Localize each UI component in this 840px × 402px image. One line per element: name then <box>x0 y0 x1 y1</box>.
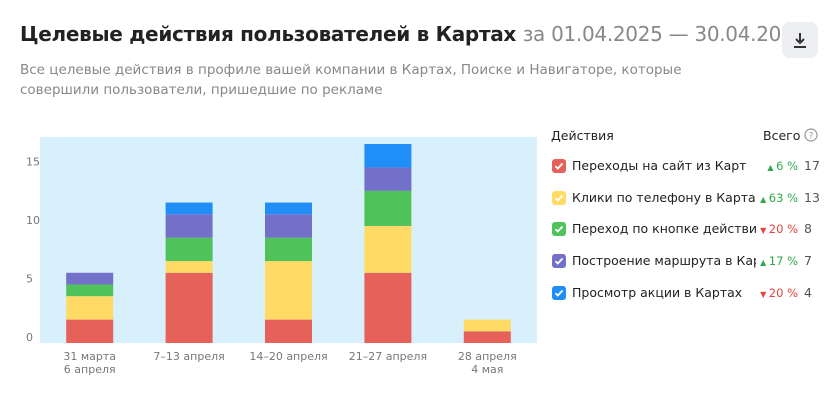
legend-total: 7 <box>804 253 812 269</box>
total-title: Всего <box>763 128 801 143</box>
subtitle: Все целевые действия в профиле вашей ком… <box>20 62 682 98</box>
legend-change: 20 % <box>760 222 798 236</box>
legend-total: 13 <box>804 189 820 205</box>
bar-segment <box>66 296 114 320</box>
x-tick-label: 4 мая <box>471 363 503 376</box>
bar-segment <box>165 261 213 273</box>
check-icon <box>554 194 564 202</box>
bar-segment <box>165 214 213 238</box>
legend-checkbox[interactable] <box>552 190 566 205</box>
check-icon <box>554 257 564 265</box>
bar-segment <box>265 261 312 320</box>
legend-row: Построение маршрута в Картах 17 % 7 <box>550 252 830 272</box>
x-tick-label: 14–20 апреля <box>249 350 327 363</box>
y-tick-label: 5 <box>26 272 33 285</box>
bar-segment <box>265 237 312 262</box>
legend-name: Клики по телефону в Картах <box>572 189 756 205</box>
legend-change: 6 % <box>767 159 798 173</box>
x-tick-label: 31 марта <box>63 350 116 363</box>
legend-name: Просмотр акции в Картах <box>572 284 743 300</box>
x-tick-label: 7–13 апреля <box>153 350 224 363</box>
legend-change: 63 % <box>760 191 798 205</box>
period: за 01.04.2025 — 30.04.2025 <box>522 22 806 46</box>
bar-segment <box>265 319 312 343</box>
legend-name: Переходы на сайт из Карт <box>572 158 747 173</box>
legend-checkbox[interactable] <box>552 222 566 237</box>
legend-change: 17 % <box>760 254 798 268</box>
bar-segment <box>364 190 412 226</box>
bar-segment <box>265 214 312 238</box>
legend-row: Переход по кнопке действия из К 20 % 8 <box>550 220 830 240</box>
y-tick-label: 15 <box>26 155 40 168</box>
x-tick-label: 28 апреля <box>458 350 517 363</box>
x-tick-label: 6 апреля <box>64 363 116 376</box>
x-tick-label: 21–27 апреля <box>349 350 427 363</box>
download-button[interactable] <box>782 22 818 58</box>
check-icon <box>554 289 564 297</box>
bar-segment <box>165 237 213 262</box>
legend-total: 8 <box>804 221 812 237</box>
y-tick-label: 10 <box>26 214 40 227</box>
legend-change: 20 % <box>760 286 798 300</box>
legend-checkbox[interactable] <box>552 159 566 173</box>
legend-row: Просмотр акции в Картах 20 % 4 <box>550 284 830 304</box>
legend-name: Построение маршрута в Картах <box>572 253 756 269</box>
bar-segment <box>463 319 511 332</box>
title-text: Целевые действия пользователей в Картах <box>20 22 517 46</box>
y-tick-label: 0 <box>26 331 33 344</box>
legend-total: 17 <box>804 158 820 173</box>
legend-title: Действия <box>551 128 614 143</box>
legend-checkbox[interactable] <box>552 254 566 269</box>
bar-segment <box>364 144 412 168</box>
legend-row: Переходы на сайт из Карт 6 % 17 <box>550 157 830 177</box>
legend-row: Клики по телефону в Картах 63 % 13 <box>550 189 830 209</box>
bar-segment <box>265 202 312 215</box>
legend-total: 4 <box>804 284 812 300</box>
download-icon <box>794 33 806 48</box>
bar-segment <box>66 319 114 343</box>
check-icon <box>554 162 564 170</box>
bar-segment <box>463 331 511 343</box>
title: Целевые действия пользователей в Картах … <box>20 22 806 46</box>
bar-segment <box>165 272 213 343</box>
bar-segment <box>165 202 213 215</box>
bar-segment <box>364 225 412 273</box>
legend-checkbox[interactable] <box>552 285 566 300</box>
bar-segment <box>66 272 114 285</box>
bar-segment <box>66 284 114 297</box>
check-icon <box>554 226 564 234</box>
bar-segment <box>364 167 412 191</box>
legend-name: Переход по кнопке действия из К <box>572 221 756 237</box>
svg-text:?: ? <box>809 132 814 142</box>
bar-segment <box>364 272 412 343</box>
help-icon[interactable]: ? <box>804 127 820 143</box>
